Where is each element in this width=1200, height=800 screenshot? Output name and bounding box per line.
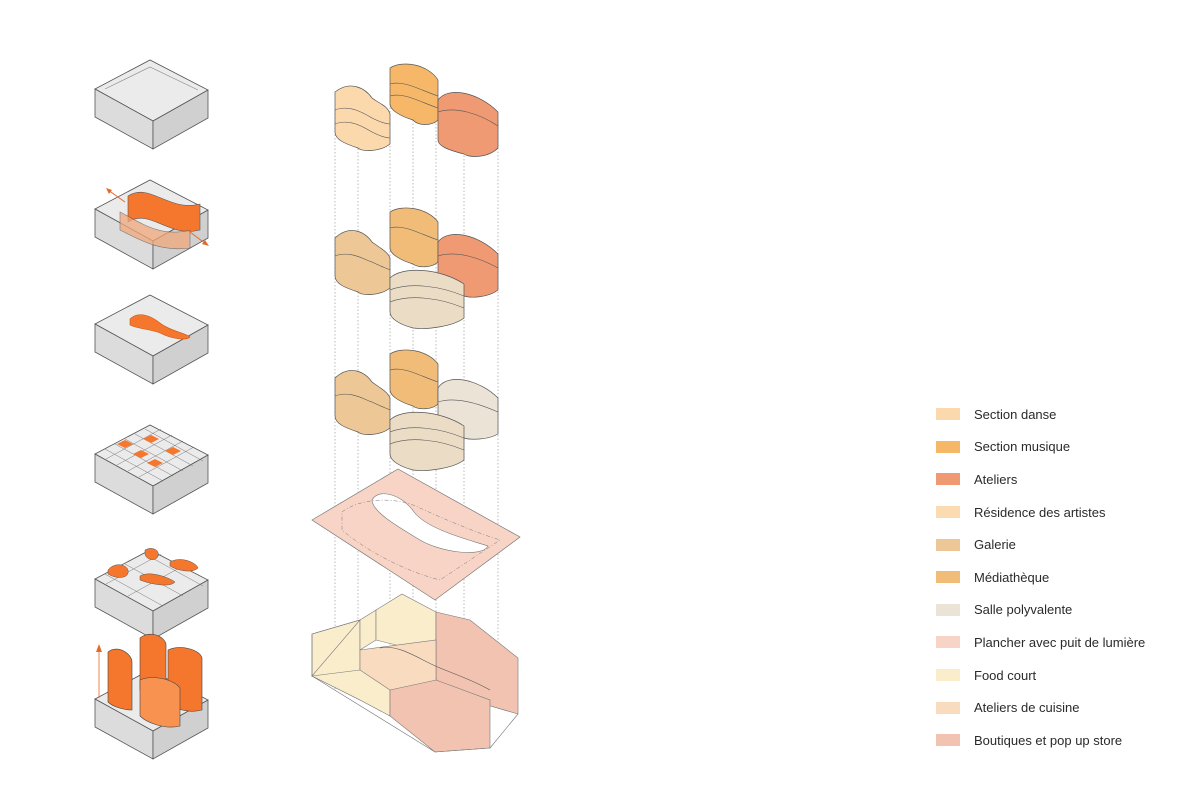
volume-ateliers bbox=[437, 92, 499, 157]
massing-step-6 bbox=[94, 633, 209, 760]
legend-label: Section musique bbox=[974, 439, 1071, 455]
legend-swatch bbox=[936, 408, 960, 421]
volume-salle-polyvalente-2 bbox=[389, 269, 465, 329]
legend-item-ateliers: Ateliers bbox=[936, 463, 1186, 496]
legend-label: Résidence des artistes bbox=[974, 504, 1106, 520]
legend-label: Plancher avec puit de lumière bbox=[974, 634, 1146, 650]
massing-step-3 bbox=[94, 294, 209, 385]
arrow-down-right-icon bbox=[189, 231, 207, 245]
legend-label: Boutiques et pop up store bbox=[974, 732, 1123, 748]
legend-item-section-danse: Section danse bbox=[936, 398, 1186, 431]
legend-swatch bbox=[936, 669, 960, 682]
legend-item-food-court: Food court bbox=[936, 659, 1186, 692]
legend-swatch bbox=[936, 538, 960, 551]
legend-swatch bbox=[936, 571, 960, 584]
legend-item-mediatheque: Médiathèque bbox=[936, 561, 1186, 594]
volume-residence-1 bbox=[389, 411, 465, 471]
legend-label: Food court bbox=[974, 667, 1037, 683]
massing-step-5 bbox=[94, 548, 209, 640]
legend-label: Section danse bbox=[974, 406, 1057, 422]
legend-item-salle-polyvalente: Salle polyvalente bbox=[936, 594, 1186, 627]
legend-swatch bbox=[936, 506, 960, 519]
level-2-volumes bbox=[334, 207, 499, 329]
legend-swatch bbox=[936, 603, 960, 616]
legend-item-boutiques-pop-up-store: Boutiques et pop up store bbox=[936, 724, 1186, 757]
volume-galerie-2 bbox=[334, 230, 391, 295]
legend-swatch bbox=[936, 473, 960, 486]
level-3-volumes bbox=[334, 63, 499, 157]
legend-label: Médiathèque bbox=[974, 569, 1050, 585]
legend-item-section-musique: Section musique bbox=[936, 431, 1186, 464]
legend-swatch bbox=[936, 636, 960, 649]
massing-step-2 bbox=[94, 179, 209, 270]
volume-section-musique bbox=[389, 63, 439, 125]
legend-item-plancher-puit-de-lumiere: Plancher avec puit de lumière bbox=[936, 626, 1186, 659]
massing-step-4 bbox=[94, 424, 209, 515]
legend-label: Galerie bbox=[974, 537, 1016, 553]
volume-galerie-1 bbox=[334, 370, 391, 435]
legend-swatch bbox=[936, 440, 960, 453]
volume-mediatheque-2 bbox=[389, 207, 439, 268]
legend: Section danse Section musique Ateliers R… bbox=[936, 398, 1186, 757]
legend-label: Ateliers bbox=[974, 471, 1018, 487]
arrow-up-left-icon bbox=[107, 189, 126, 203]
floor-slab-light-well bbox=[311, 468, 521, 601]
volume-mediatheque-1 bbox=[389, 349, 439, 410]
legend-label: Ateliers de cuisine bbox=[974, 700, 1080, 716]
level-1-volumes bbox=[334, 349, 499, 471]
volume-section-danse bbox=[334, 85, 391, 151]
massing-step-1 bbox=[94, 59, 209, 150]
legend-item-galerie: Galerie bbox=[936, 528, 1186, 561]
legend-swatch bbox=[936, 734, 960, 747]
legend-label: Salle polyvalente bbox=[974, 602, 1073, 618]
ground-floor-base bbox=[310, 593, 519, 753]
legend-item-ateliers-de-cuisine: Ateliers de cuisine bbox=[936, 691, 1186, 724]
legend-item-residence-des-artistes: Résidence des artistes bbox=[936, 496, 1186, 529]
legend-swatch bbox=[936, 701, 960, 714]
